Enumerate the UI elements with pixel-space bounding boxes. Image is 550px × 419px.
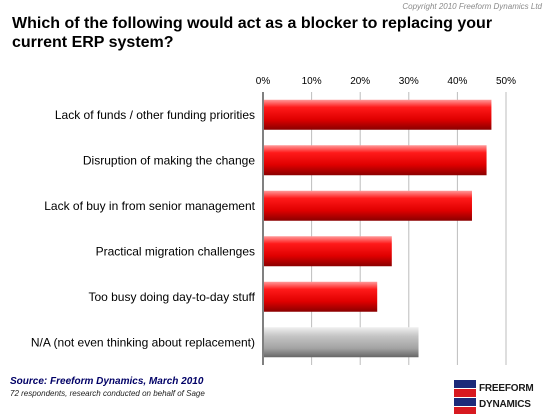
chart-title: Which of the following would act as a bl… — [12, 15, 493, 51]
category-label: N/A (not even thinking about replacement… — [31, 335, 255, 349]
category-label: Disruption of making the change — [83, 153, 255, 167]
source-text: Source: Freeform Dynamics, March 2010 — [10, 376, 204, 387]
category-label: Lack of funds / other funding priorities — [55, 108, 255, 122]
logo-mark-icon — [454, 380, 476, 414]
logo-line-2: DYNAMICS — [479, 399, 531, 410]
x-tick-label: 0% — [256, 76, 271, 87]
bar — [264, 99, 492, 130]
category-label: Practical migration challenges — [96, 244, 255, 258]
copyright-text: Copyright 2010 Freeform Dynamics Ltd — [402, 2, 542, 11]
bar-na — [264, 327, 419, 358]
freeform-dynamics-logo: FREEFORM DYNAMICS — [454, 380, 546, 414]
bar-chart: 0% 10% 20% 30% 40% 50% Lack of funds / other … — [31, 76, 516, 365]
tick-labels: 0% 10% 20% 30% 40% 50% — [256, 76, 516, 87]
bar — [264, 145, 487, 176]
bar — [264, 281, 378, 312]
logo-line-1: FREEFORM — [479, 383, 534, 394]
x-tick-label: 10% — [302, 76, 322, 87]
respondents-note: 72 respondents, research conducted on be… — [10, 389, 205, 398]
category-label: Too busy doing day-to-day stuff — [88, 290, 255, 304]
bar — [264, 236, 392, 267]
x-tick-label: 30% — [399, 76, 419, 87]
category-labels: Lack of funds / other funding priorities… — [31, 108, 256, 350]
category-label: Lack of buy in from senior management — [44, 199, 255, 213]
bars — [264, 99, 492, 358]
x-tick-label: 40% — [447, 76, 467, 87]
gridlines — [262, 92, 507, 365]
x-tick-label: 50% — [496, 76, 516, 87]
x-tick-label: 20% — [350, 76, 370, 87]
bar — [264, 190, 472, 221]
